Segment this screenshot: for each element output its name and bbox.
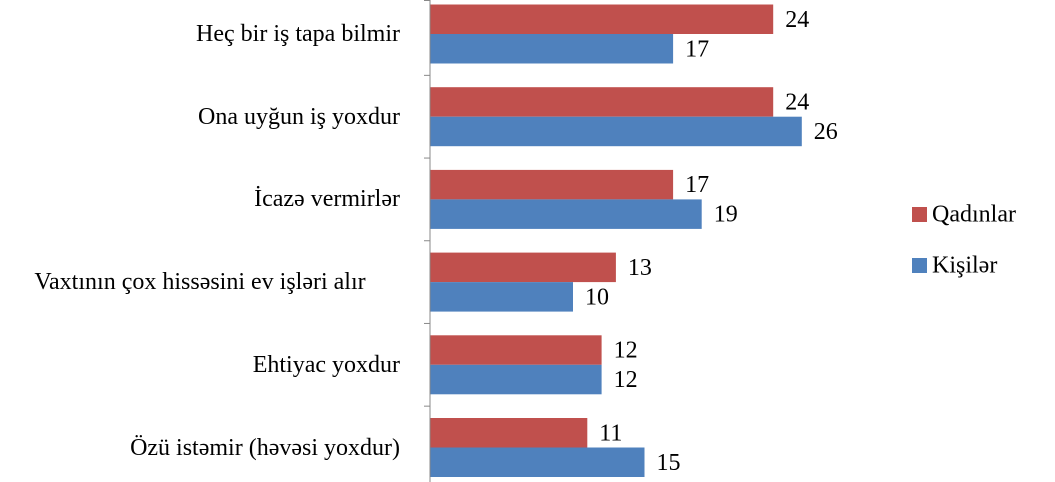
value-label: 15 bbox=[657, 450, 681, 476]
bar bbox=[430, 335, 602, 365]
value-label: 17 bbox=[685, 172, 709, 198]
category-label: Özü istəmir (həvəsi yoxdur) bbox=[130, 434, 400, 461]
bar bbox=[430, 199, 702, 229]
legend-label: Qadınlar bbox=[932, 202, 1016, 228]
value-label: 24 bbox=[785, 89, 809, 115]
bar bbox=[430, 418, 588, 448]
bar bbox=[430, 447, 645, 477]
bar bbox=[430, 87, 774, 117]
value-label: 10 bbox=[585, 284, 609, 310]
category-label: Ona uyğun iş yoxdur bbox=[198, 103, 400, 130]
category-label: Heç bir iş tapa bilmir bbox=[196, 21, 400, 47]
bar bbox=[430, 252, 616, 283]
value-label: 12 bbox=[614, 338, 638, 364]
value-label: 17 bbox=[685, 36, 709, 62]
legend-swatch bbox=[912, 258, 927, 273]
bar bbox=[430, 116, 802, 147]
value-label: 26 bbox=[814, 119, 838, 145]
bar bbox=[430, 282, 573, 312]
bar bbox=[430, 364, 602, 395]
legend-label: Kişilər bbox=[932, 253, 997, 279]
value-label: 13 bbox=[628, 255, 652, 281]
bar bbox=[430, 4, 774, 34]
legend-swatch bbox=[912, 207, 927, 222]
value-label: 12 bbox=[614, 367, 638, 393]
bar bbox=[430, 34, 674, 64]
category-label: Vaxtının çox hissəsini ev işləri alır bbox=[34, 269, 366, 296]
value-label: 11 bbox=[599, 420, 622, 446]
value-label: 24 bbox=[785, 7, 809, 33]
category-label: Ehtiyac yoxdur bbox=[252, 351, 400, 378]
value-label: 19 bbox=[714, 202, 738, 228]
category-label: İcazə vermirlər bbox=[254, 186, 400, 213]
bar bbox=[430, 169, 674, 200]
